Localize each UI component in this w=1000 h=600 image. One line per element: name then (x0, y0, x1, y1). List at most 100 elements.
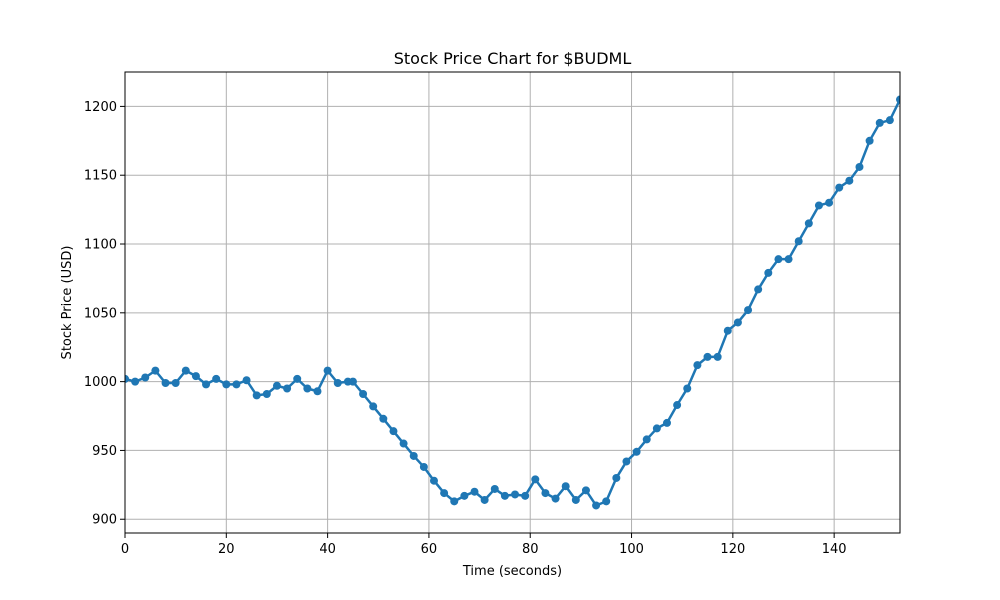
data-point (814, 201, 823, 210)
data-point (283, 384, 292, 393)
data-point (713, 352, 722, 361)
data-point (202, 380, 211, 389)
series-0 (125, 95, 900, 510)
data-point (602, 497, 611, 506)
data-point (865, 136, 874, 145)
data-point (242, 376, 251, 385)
data-point (845, 176, 854, 185)
y-tick-label: 1200 (84, 100, 117, 115)
data-point (440, 489, 449, 498)
data-point (212, 374, 221, 383)
x-axis-label: Time (seconds) (462, 564, 562, 579)
data-point (379, 414, 388, 423)
data-point (744, 306, 753, 315)
data-point (272, 381, 281, 390)
data-point (531, 475, 540, 484)
data-point (333, 379, 342, 387)
y-tick-label: 950 (92, 444, 117, 459)
data-point (622, 457, 631, 466)
y-tick-label: 1150 (84, 169, 117, 184)
data-point (191, 372, 200, 381)
data-point (652, 424, 661, 433)
y-tick-label: 1000 (84, 375, 117, 390)
data-point (409, 451, 418, 460)
chart-title: Stock Price Chart for $BUDML (394, 49, 632, 68)
data-point (561, 482, 570, 491)
data-point (662, 418, 671, 427)
data-point (835, 183, 844, 192)
x-tick-label: 60 (421, 542, 438, 557)
data-point (632, 447, 641, 456)
data-point (673, 401, 682, 410)
data-point (875, 118, 884, 127)
x-tick-label: 80 (522, 542, 539, 557)
data-point (470, 487, 479, 496)
data-point (161, 379, 170, 387)
y-tick-label: 1100 (84, 238, 117, 253)
data-point (399, 439, 408, 448)
data-point (348, 377, 357, 386)
data-point (389, 427, 398, 436)
grid (124, 72, 900, 533)
data-point (359, 390, 368, 399)
data-point (804, 219, 813, 228)
x-tick-label: 140 (822, 542, 847, 557)
plot-frame (124, 71, 901, 534)
data-point (581, 486, 590, 495)
data-point (419, 462, 428, 471)
data-point (429, 476, 438, 485)
data-point (460, 491, 469, 500)
data-point (774, 255, 783, 264)
data-point (369, 402, 378, 411)
data-point (141, 373, 150, 382)
data-point (693, 361, 702, 370)
data-point (794, 237, 803, 246)
x-tick-label: 40 (319, 542, 336, 557)
data-point (262, 390, 271, 399)
data-point (222, 380, 231, 389)
data-point (683, 384, 692, 393)
axis-ticks: 0 20 40 60 80 100 120 140 900 950 1000 1050 1100 1150… (84, 100, 847, 557)
data-point (642, 435, 651, 444)
x-tick-label: 100 (619, 542, 644, 557)
data-point (521, 491, 530, 500)
y-tick-label: 900 (92, 513, 117, 528)
x-tick-label: 20 (218, 542, 235, 557)
data-point (181, 366, 190, 375)
data-point (896, 95, 900, 104)
data-point (480, 495, 489, 504)
data-point (703, 352, 712, 361)
series-layer (125, 95, 900, 510)
x-tick-label: 0 (121, 542, 129, 557)
data-point (855, 162, 864, 171)
data-point (733, 318, 742, 327)
data-point (754, 285, 763, 294)
data-point (825, 198, 834, 207)
data-point (303, 384, 312, 393)
data-point (313, 387, 322, 396)
data-point (171, 379, 180, 387)
data-point (764, 268, 773, 277)
data-point (612, 473, 621, 482)
data-point (232, 380, 241, 389)
y-tick-label: 1050 (84, 306, 117, 321)
data-point (592, 501, 601, 510)
data-point (323, 366, 332, 375)
data-point (490, 484, 499, 493)
data-point (500, 491, 509, 500)
data-point (784, 255, 793, 264)
data-point (541, 489, 550, 498)
data-point (571, 495, 580, 504)
data-point (723, 326, 732, 335)
data-point (885, 116, 894, 125)
data-point (151, 366, 160, 375)
y-axis-label: Stock Price (USD) (60, 246, 75, 360)
data-point (551, 494, 560, 503)
data-point (511, 490, 520, 499)
data-point (450, 497, 459, 506)
data-point (293, 374, 302, 383)
x-tick-label: 120 (720, 542, 745, 557)
data-point (252, 391, 261, 400)
